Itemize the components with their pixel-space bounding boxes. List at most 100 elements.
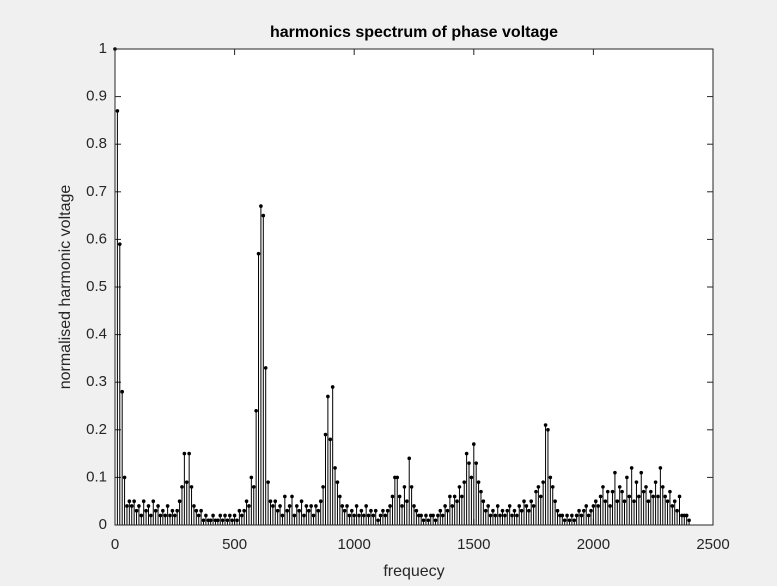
y-axis-label: normalised harmonic voltage xyxy=(57,185,74,390)
stem-marker xyxy=(156,504,160,508)
stem-marker xyxy=(283,494,287,499)
stem-marker xyxy=(536,485,541,489)
stem-marker xyxy=(232,513,237,518)
stem-marker xyxy=(285,508,290,513)
stem-marker xyxy=(144,508,148,513)
stem-marker xyxy=(634,480,639,484)
stem-marker xyxy=(589,508,593,513)
stem-marker xyxy=(467,461,471,465)
stem-marker xyxy=(177,499,182,504)
stem-marker xyxy=(579,513,584,518)
stem-marker xyxy=(445,508,450,513)
stem-marker xyxy=(488,513,493,518)
stem-marker xyxy=(350,508,354,513)
stem-marker xyxy=(357,513,361,518)
stem-marker xyxy=(170,508,175,513)
stem-marker xyxy=(223,513,227,518)
stem-marker xyxy=(598,494,603,499)
stem-marker xyxy=(165,504,170,508)
stem-marker xyxy=(371,513,376,518)
stem-marker xyxy=(577,508,581,513)
stem-marker xyxy=(316,508,321,513)
y-tick-label: 0.1 xyxy=(86,468,107,485)
stem-marker xyxy=(512,508,517,513)
stem-marker xyxy=(486,504,490,508)
stem-marker xyxy=(230,518,235,523)
x-tick-label: 1000 xyxy=(338,536,371,553)
stem-marker xyxy=(354,504,359,508)
stem-marker xyxy=(402,485,407,489)
stem-marker xyxy=(132,499,136,504)
stem-marker xyxy=(127,499,132,504)
stem-marker xyxy=(134,508,139,513)
stem-marker xyxy=(622,499,627,504)
stem-marker xyxy=(505,508,510,513)
stem-marker xyxy=(660,485,665,489)
stem-marker xyxy=(555,508,560,513)
stem-marker xyxy=(519,508,524,513)
stem-marker xyxy=(242,508,246,513)
stem-marker xyxy=(194,508,199,513)
y-tick-label: 0 xyxy=(99,516,107,533)
stem-marker xyxy=(448,494,452,499)
stem-marker xyxy=(677,494,682,499)
x-tick-label: 500 xyxy=(222,536,247,553)
stem-marker xyxy=(302,513,306,518)
stem-marker xyxy=(522,499,526,504)
stem-marker xyxy=(639,470,644,475)
stem-marker xyxy=(543,423,548,427)
stem-marker xyxy=(538,494,543,499)
stem-marker xyxy=(259,204,263,208)
stem-marker xyxy=(431,513,435,518)
stem-marker xyxy=(280,513,285,518)
y-tick-label: 0.9 xyxy=(86,88,107,105)
stem-marker xyxy=(460,494,464,499)
stem-marker xyxy=(271,504,275,508)
stem-marker xyxy=(584,504,589,508)
stem-marker xyxy=(567,518,572,523)
stem-marker xyxy=(684,513,689,518)
stem-marker xyxy=(268,499,273,504)
stem-marker xyxy=(412,504,416,508)
y-tick-label: 0.6 xyxy=(86,230,107,247)
stem-marker xyxy=(646,499,651,504)
stem-marker xyxy=(378,513,383,518)
stem-marker xyxy=(199,508,203,513)
stem-marker xyxy=(524,504,529,508)
x-tick-label: 2500 xyxy=(696,536,729,553)
stem-marker xyxy=(304,504,309,508)
stem-marker xyxy=(149,513,153,518)
stem-marker xyxy=(345,504,349,508)
stem-marker xyxy=(163,513,168,518)
stem-marker xyxy=(438,508,443,513)
stem-marker xyxy=(500,508,505,513)
stem-marker xyxy=(254,408,258,413)
stem-marker xyxy=(359,508,364,513)
stem-marker xyxy=(414,508,419,513)
stem-marker xyxy=(192,504,196,508)
stem-marker xyxy=(385,508,390,513)
y-tick-label: 0.8 xyxy=(86,135,107,152)
stem-marker xyxy=(366,513,371,518)
stem-marker xyxy=(644,485,648,489)
stem-marker xyxy=(153,508,158,513)
stem-marker xyxy=(330,385,335,389)
stem-marker xyxy=(323,432,328,437)
stem-marker xyxy=(369,508,373,513)
stem-marker xyxy=(565,513,569,518)
stem-marker xyxy=(400,504,404,508)
stem-marker xyxy=(670,504,675,508)
stem-marker xyxy=(491,508,495,513)
stem-marker xyxy=(610,489,615,494)
stem-marker xyxy=(287,504,292,508)
x-tick-label: 2000 xyxy=(577,536,610,553)
stem-marker xyxy=(237,508,242,513)
stem-marker xyxy=(629,466,634,470)
stem-marker xyxy=(483,508,488,513)
stem-marker xyxy=(407,456,412,461)
stem-marker xyxy=(405,499,409,504)
stem-marker xyxy=(347,513,352,518)
stem-marker xyxy=(665,499,670,504)
